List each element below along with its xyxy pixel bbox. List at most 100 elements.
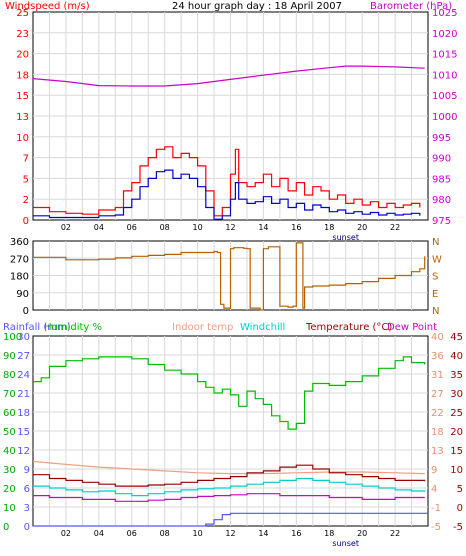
rainfall-tick: 30 (17, 332, 30, 343)
rainfall-tick: 6 (24, 484, 30, 495)
indoor-temp-tick: -1 (431, 503, 441, 514)
x-tick-label: 22 (390, 529, 400, 538)
windspeed-tick: 7 (23, 154, 29, 165)
compass-tick: N (432, 306, 439, 317)
indoor-temp-tick: 4 (431, 484, 437, 495)
x-tick-label: 02 (61, 529, 71, 538)
indoor-temp-tick: 27 (431, 389, 444, 400)
compass-tick: E (432, 289, 438, 300)
direction-degree-tick: 90 (16, 289, 29, 300)
rainfall-tick: 3 (24, 503, 30, 514)
barometer-tick: 990 (432, 154, 451, 165)
wind-average-line (33, 169, 421, 220)
barometer-tick: 1010 (432, 70, 457, 81)
legend-item: Rainfall (mm) (3, 322, 71, 333)
barometer-tick: 1015 (432, 50, 457, 61)
sunset-annotation: sunset (332, 233, 359, 242)
legend-item: Humidity % (44, 322, 102, 333)
rainfall-tick: 12 (17, 446, 30, 457)
humidity-line (33, 356, 426, 430)
x-tick-label: 12 (225, 223, 235, 232)
humidity-tick: 50 (3, 427, 16, 438)
compass-tick: S (432, 272, 438, 283)
rainfall-line (33, 512, 428, 527)
barometer-tick: 975 (432, 216, 451, 227)
rainfall-tick: 21 (17, 389, 30, 400)
windspeed-tick: 15 (16, 91, 29, 102)
tick-labels: 0257101315182023259759809859909951000100… (3, 8, 463, 548)
temperature-tick: 45 (450, 332, 463, 343)
temperature-tick: 30 (450, 389, 463, 400)
x-tick-label: 06 (127, 223, 137, 232)
windspeed-tick: 18 (16, 70, 29, 81)
windspeed-tick: 0 (23, 216, 29, 227)
windspeed-tick: 23 (16, 29, 29, 40)
dew-point-line (33, 493, 425, 502)
windspeed-label: Windspeed (m/s) (5, 1, 90, 12)
barometer-tick: 985 (432, 174, 451, 185)
barometer-tick: 1000 (432, 112, 457, 123)
humidity-tick: 100 (3, 332, 22, 343)
direction-degree-tick: 0 (23, 306, 29, 317)
x-tick-label: 10 (192, 223, 202, 232)
legend-item: Indoor temp (172, 322, 233, 333)
temperature-tick: 40 (450, 351, 463, 362)
barometer-tick: 980 (432, 195, 451, 206)
legend-item: Dew Point (387, 322, 437, 333)
x-tick-label: 16 (291, 529, 301, 538)
humidity-tick: 10 (3, 503, 16, 514)
x-tick-label: 20 (357, 529, 367, 538)
x-tick-label: 10 (192, 529, 202, 538)
x-tick-label: 14 (258, 223, 268, 232)
temperature-line (33, 464, 426, 487)
indoor-temp-tick: 40 (431, 332, 444, 343)
series-lines (32, 65, 428, 527)
barometer-tick: 1025 (432, 8, 457, 19)
x-tick-label: 20 (357, 223, 367, 232)
x-tick-label: 08 (160, 529, 170, 538)
barometer-label: Barometer (hPa) (370, 1, 452, 12)
x-tick-label: 18 (324, 223, 334, 232)
x-tick-label: 02 (61, 223, 71, 232)
x-tick-label: 12 (225, 529, 235, 538)
indoor-temp-tick: 13 (431, 446, 444, 457)
indoor-temp-tick: 9 (431, 465, 437, 476)
rainfall-tick: 24 (17, 370, 30, 381)
direction-degree-tick: 360 (10, 237, 29, 248)
x-tick-label: 08 (160, 223, 170, 232)
temperature-tick: -5 (453, 522, 463, 533)
x-tick-label: 16 (291, 223, 301, 232)
windspeed-line (33, 146, 421, 217)
windspeed-tick: 20 (16, 50, 29, 61)
temperature-tick: 10 (450, 465, 463, 476)
compass-tick: W (432, 254, 442, 265)
x-tick-label: 04 (94, 223, 104, 232)
indoor-temp-tick: 18 (431, 427, 444, 438)
direction-degree-tick: 270 (10, 254, 29, 265)
x-tick-label: 06 (127, 529, 137, 538)
legend: Rainfall (mm)Humidity % Indoor temp Windch… (3, 322, 437, 333)
windspeed-tick: 13 (16, 112, 29, 123)
compass-tick: N (432, 237, 439, 248)
rainfall-tick: 18 (17, 408, 30, 419)
indoor-temp-tick: -5 (431, 522, 441, 533)
wind-direction-line (33, 242, 426, 311)
legend-item: Temperature (°C) (305, 322, 392, 333)
temperature-tick: 25 (450, 408, 463, 419)
humidity-tick: 20 (3, 484, 16, 495)
indoor-temp-tick: 36 (431, 351, 444, 362)
x-tick-label: 14 (258, 529, 268, 538)
humidity-tick: 60 (3, 408, 16, 419)
x-tick-label: 04 (94, 529, 104, 538)
barometer-tick: 1020 (432, 29, 457, 40)
temperature-tick: 20 (450, 427, 463, 438)
windspeed-tick: 25 (16, 8, 29, 19)
windspeed-tick: 5 (23, 174, 29, 185)
humidity-tick: 40 (3, 446, 16, 457)
windspeed-tick: 10 (16, 133, 29, 144)
barometer-tick: 1005 (432, 91, 457, 102)
rainfall-tick: 9 (24, 465, 30, 476)
indoor-temp-tick: 22 (431, 408, 444, 419)
